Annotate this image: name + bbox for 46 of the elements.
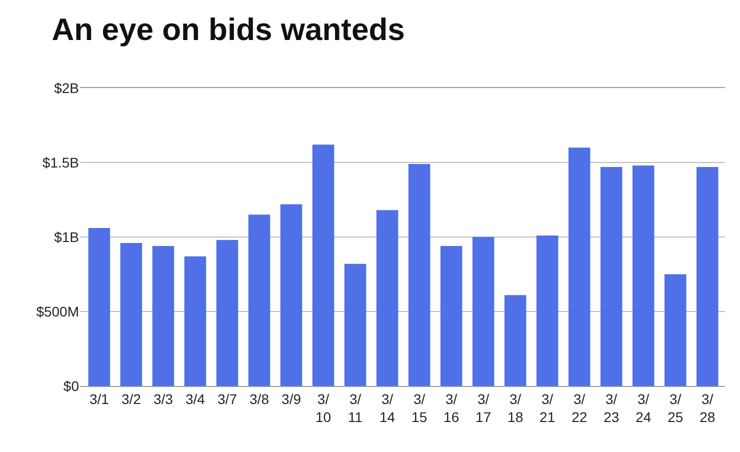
bar: [312, 144, 334, 386]
x-tick-label: 3/4: [186, 390, 206, 407]
bar: [120, 242, 142, 386]
bar: [696, 166, 718, 386]
bar: [376, 210, 398, 386]
bar: [568, 148, 590, 386]
y-tick-label: $0: [63, 378, 80, 394]
chart-title: An eye on bids wanteds: [52, 12, 405, 47]
x-tick-label: 3/7: [218, 390, 238, 407]
x-tick-label: 3/28: [700, 390, 716, 426]
x-tick-label: 3/18: [508, 390, 524, 426]
bar: [248, 214, 270, 386]
x-tick-label: 3/17: [476, 390, 492, 426]
x-tick-label: 3/23: [604, 390, 620, 426]
y-tick-label: $1.5B: [42, 154, 79, 170]
x-tick-label: 3/1: [89, 390, 110, 407]
y-tick-label: $1B: [54, 228, 79, 245]
x-tick-label: 3/16: [444, 390, 460, 426]
x-tick-label: 3/9: [282, 390, 302, 407]
bar: [536, 236, 558, 386]
x-tick-label: 3/8: [250, 390, 270, 407]
bar: [440, 246, 462, 386]
bar: [88, 228, 110, 386]
bar: [632, 165, 654, 386]
x-tick-label: 3/3: [153, 390, 174, 407]
x-tick-label: 3/25: [668, 390, 684, 426]
x-tick-label: 3/22: [572, 390, 588, 426]
bar: [280, 204, 302, 386]
bar: [344, 264, 366, 386]
x-tick-label: 3/11: [348, 390, 363, 426]
y-tick-label: $2B: [54, 80, 79, 96]
x-tick-label: 3/10: [315, 390, 332, 426]
x-tick-label: 3/21: [540, 390, 556, 426]
y-tick-label: $500M: [36, 303, 79, 320]
x-tick-label: 3/2: [121, 390, 142, 407]
x-tick-label: 3/15: [412, 390, 428, 426]
bar: [408, 164, 430, 386]
bar: [184, 256, 206, 386]
bar: [216, 240, 238, 386]
x-tick-label: 3/14: [380, 390, 396, 426]
bar: [600, 166, 622, 386]
bar: [152, 246, 174, 386]
bar: [664, 274, 686, 386]
bar: [504, 295, 526, 386]
bar: [472, 237, 494, 386]
x-tick-label: 3/24: [636, 390, 652, 426]
